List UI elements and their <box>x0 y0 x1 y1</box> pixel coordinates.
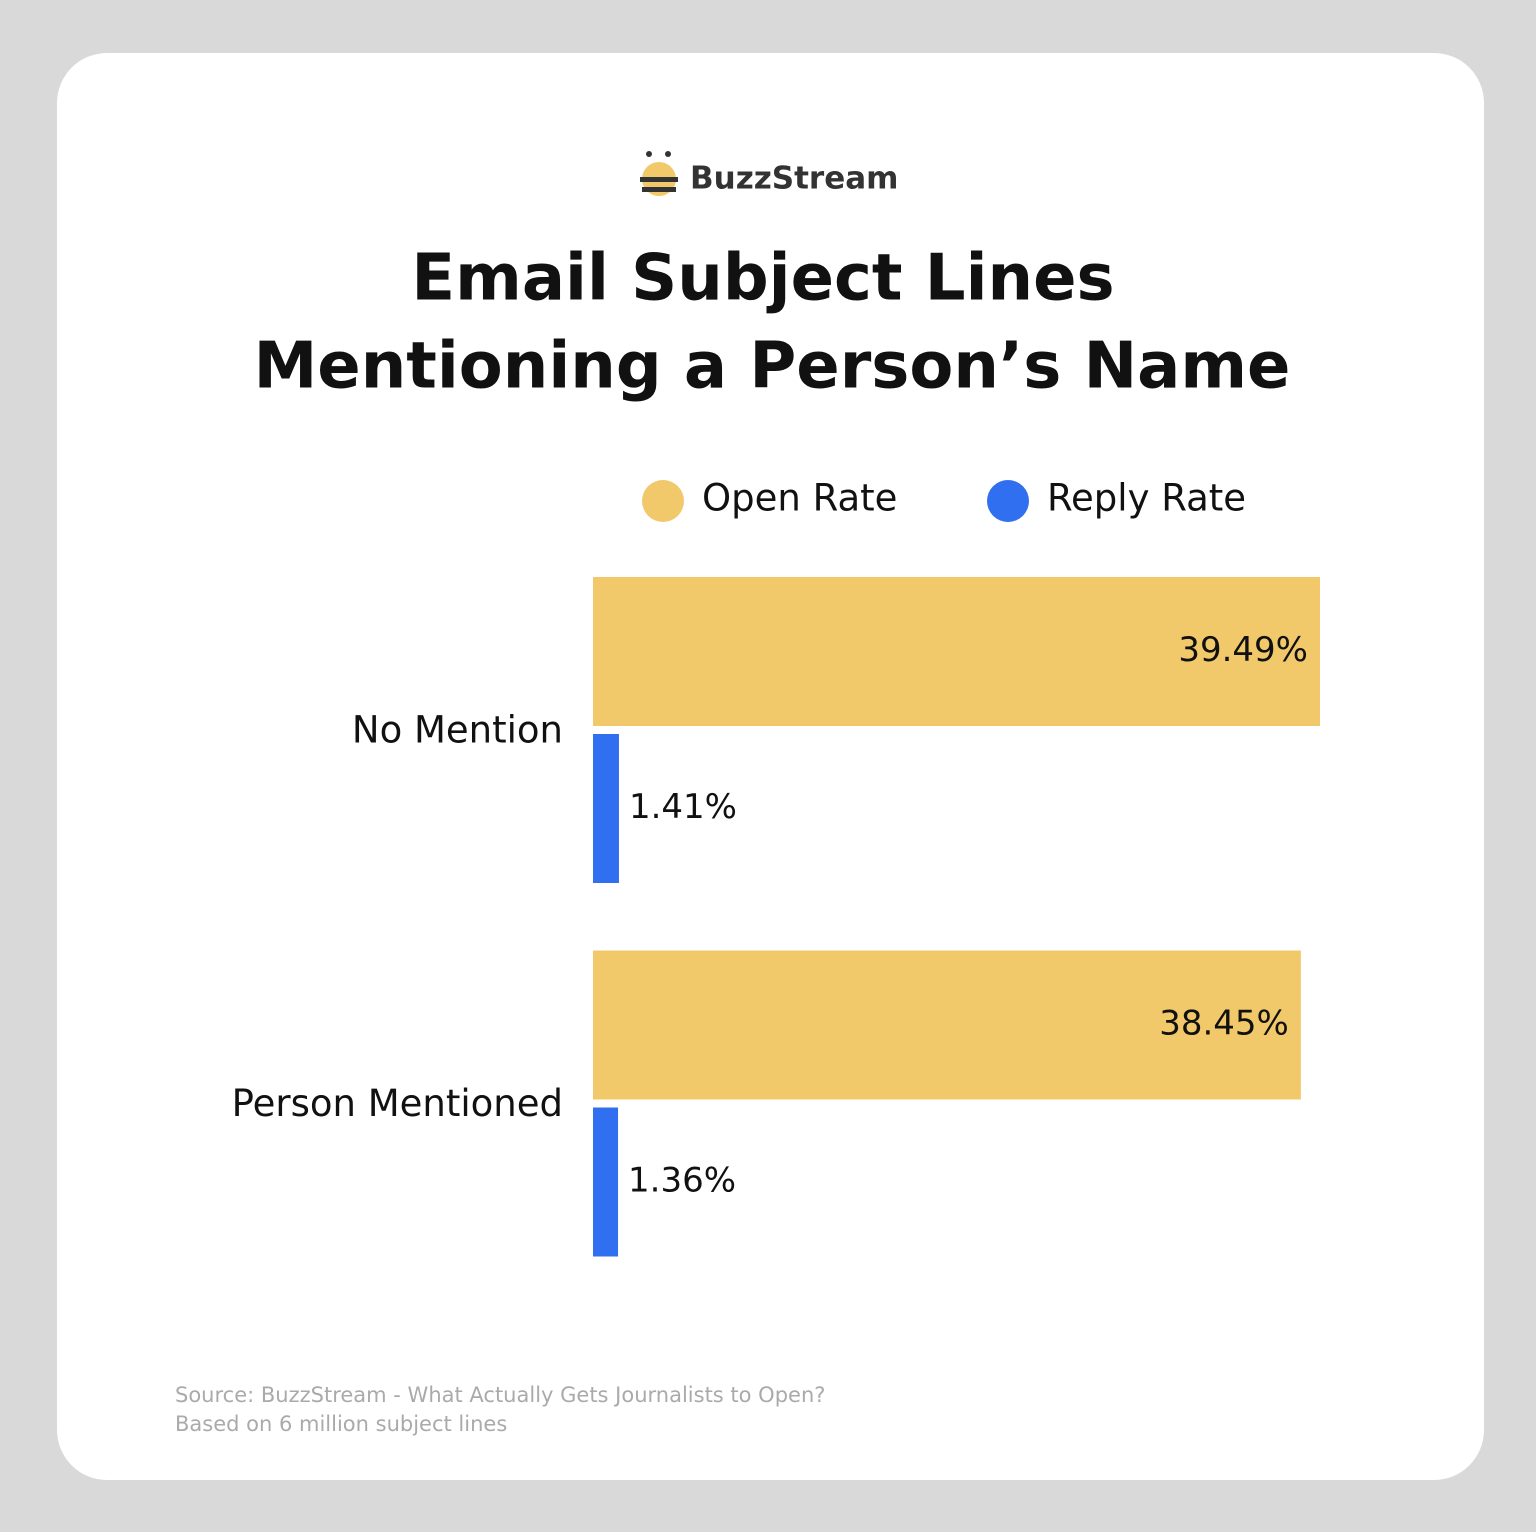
bar <box>593 734 619 883</box>
legend-label: Open Rate <box>702 477 897 520</box>
value-label: 39.49% <box>1178 630 1308 670</box>
value-label: 1.36% <box>628 1161 736 1201</box>
bar <box>593 950 1301 1100</box>
legend-marker <box>642 480 684 522</box>
category-label: No Mention <box>352 709 563 752</box>
chart-title: Email Subject Lines <box>411 242 1114 316</box>
value-label: 1.41% <box>629 787 737 827</box>
chart-title: Mentioning a Person’s Name <box>254 330 1291 404</box>
brand: BuzzStream <box>690 161 898 197</box>
legend-marker <box>987 480 1029 522</box>
value-label: 38.45% <box>1159 1004 1289 1044</box>
source: Based on 6 million subject lines <box>175 1412 507 1436</box>
logo-icon <box>640 151 678 196</box>
category-label: Person Mentioned <box>232 1082 563 1125</box>
source: Source: BuzzStream - What Actually Gets … <box>175 1383 825 1407</box>
card <box>57 53 1484 1480</box>
bar <box>593 1107 619 1257</box>
bar <box>593 577 1321 726</box>
legend-label: Reply Rate <box>1047 477 1246 520</box>
